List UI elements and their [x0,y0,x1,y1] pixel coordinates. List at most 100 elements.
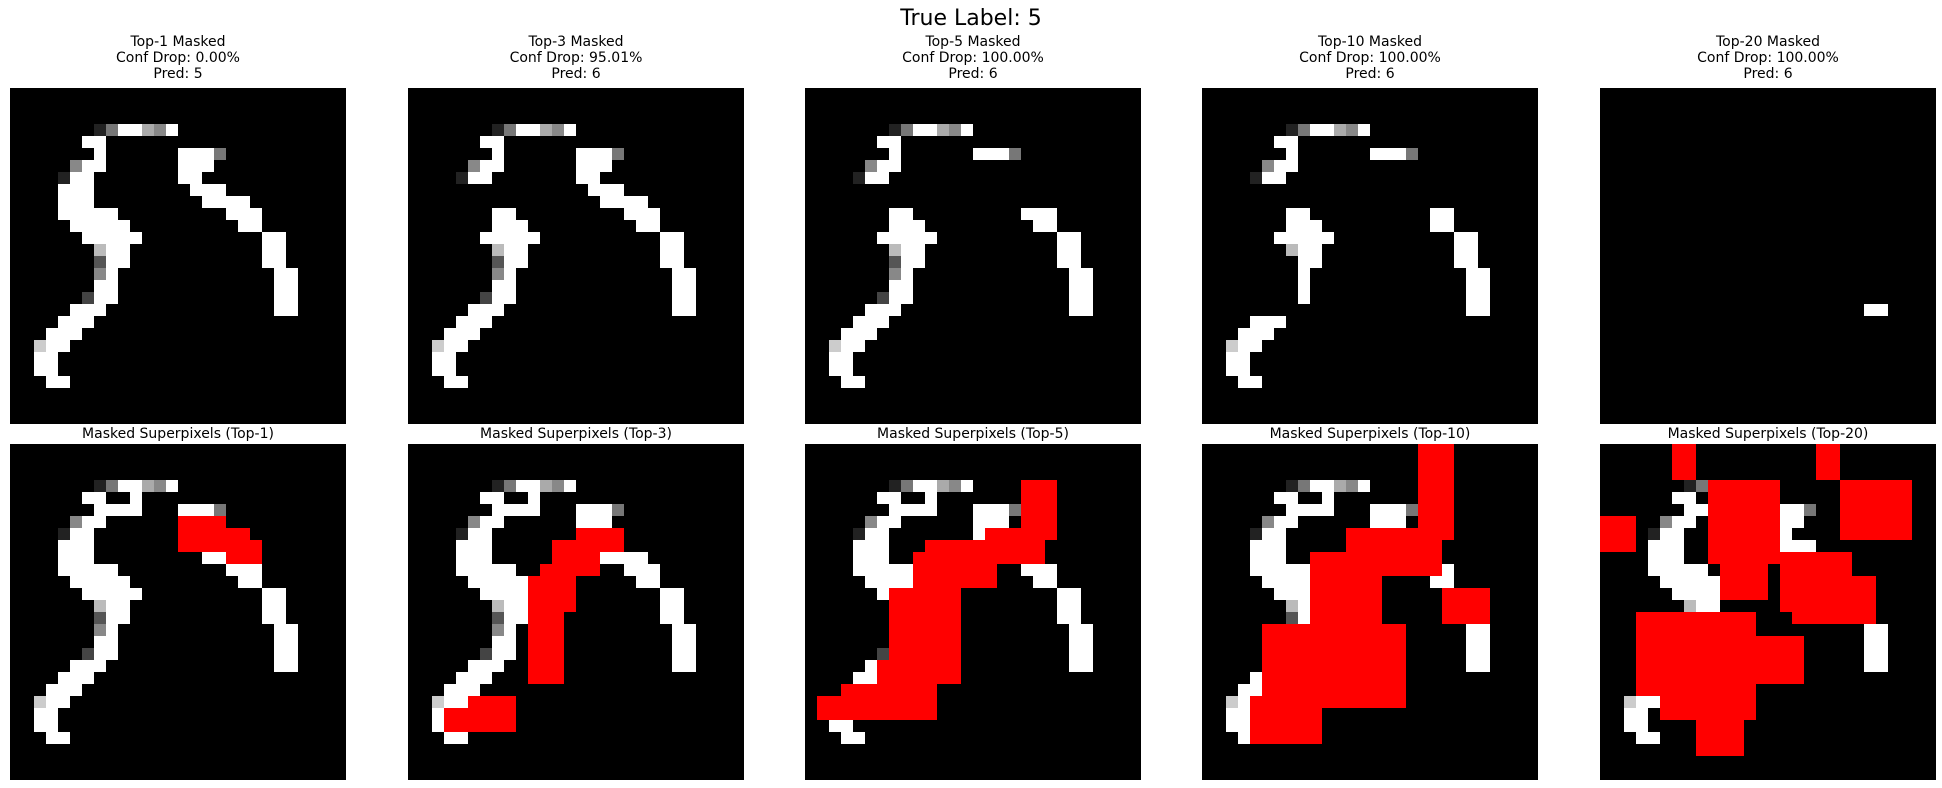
digit-pixel [1226,352,1238,364]
digit-pixel [600,504,612,516]
digit-pixel [262,244,274,256]
digit-pixel [1298,208,1310,220]
digit-pixel [432,364,444,376]
digit-pixel [1069,244,1081,256]
digit-pixel [106,220,118,232]
digit-pixel [94,160,106,172]
digit-pixel [588,148,600,160]
digit-pixel [1057,232,1069,244]
digit-pixel [516,220,528,232]
digit-pixel [468,328,480,340]
masked-region [1720,564,1768,600]
digit-pixel [444,352,456,364]
digit-pixel [624,564,636,576]
digit-pixel [1286,492,1298,504]
digit-pixel [672,256,684,268]
digit-pixel [1466,232,1478,244]
digit-pixel [504,220,516,232]
digit-pixel [1250,528,1262,540]
digit-pixel [889,136,901,148]
digit-pixel [1298,232,1310,244]
digit-pixel [70,304,82,316]
digit-pixel [516,600,528,612]
digit-pixel [1298,220,1310,232]
digit-pixel [672,292,684,304]
digit-pixel [997,516,1009,528]
digit-pixel [274,648,286,660]
digit-pixel [624,552,636,564]
digit-pixel [1009,504,1021,516]
digit-pixel [274,232,286,244]
digit-pixel [444,732,456,744]
digit-pixel [925,232,937,244]
masked-image-top-3 [408,88,744,424]
digit-pixel [70,516,82,528]
digit-pixel [1262,172,1274,184]
digit-pixel [106,504,118,516]
overlay-svg-top-20 [1600,444,1912,756]
digit-pixel [853,732,865,744]
digit-pixel [58,340,70,352]
digit-pixel [516,232,528,244]
digit-pixel [684,280,696,292]
digit-pixel [1069,660,1081,672]
digit-pixel [564,124,576,136]
digit-pixel [1238,720,1250,732]
digit-pixel [1238,708,1250,720]
digit-pixel [130,232,142,244]
digit-pixel [492,612,504,624]
digit-pixel [949,124,961,136]
digit-pixel [82,196,94,208]
digit-pixel [1274,576,1286,588]
overlay-5-title: Masked Superpixels (Top-20) [1667,426,1869,442]
digit-pixel [961,124,973,136]
digit-pixel [250,220,262,232]
digit-pixel [468,672,480,684]
digit-pixel [1298,280,1310,292]
digit-pixel [973,528,985,540]
digit-pixel [1250,552,1262,564]
digit-pixel [1466,292,1478,304]
digit-pixel [58,564,70,576]
digit-pixel [1648,564,1660,576]
digit-pixel [468,516,480,528]
digit-pixel [913,244,925,256]
digit-pixel [1708,588,1720,600]
digit-pixel [1250,328,1262,340]
digit-pixel [660,256,672,268]
digit-pixel [1262,552,1274,564]
digit-pixel [34,696,46,708]
digit-pixel [1069,648,1081,660]
digit-pixel [1876,304,1888,316]
digit-pixel [82,160,94,172]
digit-pixel [106,268,118,280]
digit-pixel [672,280,684,292]
digit-pixel [925,480,937,492]
digit-pixel [1334,480,1346,492]
digit-pixel [516,480,528,492]
digit-pixel [480,292,492,304]
masked-superpixel-overlay [1250,444,1490,744]
digit-pixel [130,480,142,492]
masked-svg-top-10 [1226,124,1490,388]
digit-pixel [672,612,684,624]
digit-pixel [1021,208,1033,220]
digit-pixel [286,304,298,316]
masked-region [1346,528,1442,576]
digit-pixel [1466,624,1478,636]
digit-pixel [492,576,504,588]
digit-pixel [1660,540,1672,552]
digit-pixel [262,588,274,600]
digit-pixel [672,244,684,256]
digit-pixel [901,504,913,516]
digit-pixel [1274,136,1286,148]
digit-pixel [877,160,889,172]
digit-pixel [70,328,82,340]
digit-pixel [46,352,58,364]
digit-pixel [1660,564,1672,576]
digit-pixel [480,232,492,244]
digit-pixel [94,504,106,516]
digit-pixel [262,232,274,244]
digit-pixel [1684,480,1696,492]
digit-pixel [1864,304,1876,316]
